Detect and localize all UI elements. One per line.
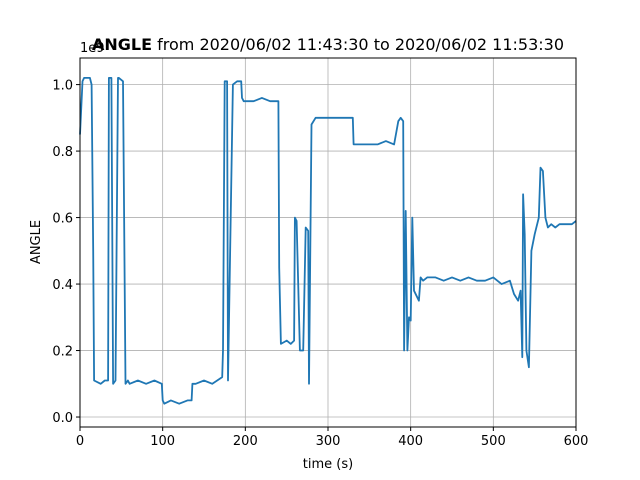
series [79, 77, 577, 405]
x-tick-label: 0 [76, 434, 84, 449]
chart-title: ANGLE from 2020/06/02 11:43:30 to 2020/0… [92, 35, 564, 54]
x-tick-label: 100 [150, 434, 175, 449]
y-axis: 0.0 0.2 0.4 0.6 0.8 1.0 [52, 79, 80, 426]
chart-title-rest: from 2020/06/02 11:43:30 to 2020/06/02 1… [152, 35, 564, 54]
y-tick-label: 0.6 [52, 212, 73, 227]
series-line [79, 77, 577, 405]
x-tick-label: 300 [316, 434, 341, 449]
y-tick-label: 0.4 [52, 278, 73, 293]
x-axis-label: time (s) [303, 457, 353, 472]
y-tick-label: 0.0 [52, 411, 73, 426]
y-tick-label: 1.0 [52, 79, 73, 94]
y-tick-label: 0.8 [52, 145, 73, 160]
chart-title-bold: ANGLE [92, 35, 152, 54]
y-axis-label: ANGLE [29, 220, 44, 264]
x-tick-label: 600 [564, 434, 589, 449]
x-tick-label: 200 [233, 434, 258, 449]
x-tick-label: 500 [481, 434, 506, 449]
grid [79, 58, 577, 427]
x-tick-label: 400 [398, 434, 423, 449]
x-axis: 0 100 200 300 400 500 600 [76, 427, 589, 449]
y-tick-label: 0.2 [52, 345, 73, 360]
y-offset-text: 1e9 [80, 41, 105, 56]
